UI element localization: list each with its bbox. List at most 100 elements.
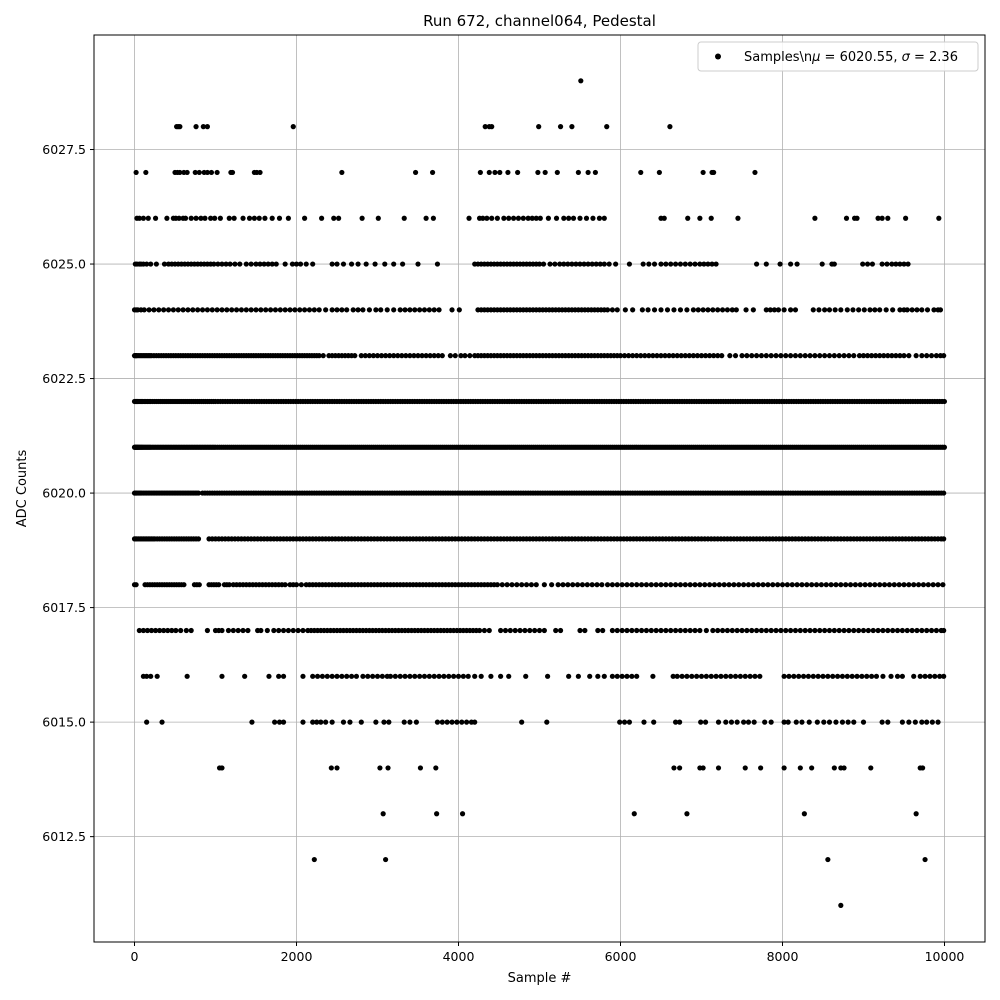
sample-point bbox=[711, 353, 717, 359]
sample-point bbox=[392, 673, 398, 679]
sample-point bbox=[360, 673, 366, 679]
sample-point bbox=[263, 307, 269, 313]
sample-point bbox=[885, 627, 891, 634]
sample-point bbox=[227, 261, 233, 267]
sample-point bbox=[175, 307, 181, 313]
sample-point bbox=[843, 582, 849, 588]
sample-point bbox=[553, 215, 560, 221]
sample-point bbox=[569, 261, 575, 267]
sample-point bbox=[927, 673, 933, 679]
sample-point bbox=[204, 627, 210, 634]
sample-point bbox=[161, 261, 168, 267]
sample-point bbox=[609, 627, 616, 634]
sample-point bbox=[431, 673, 437, 679]
sample-point bbox=[269, 261, 275, 267]
sample-point bbox=[851, 719, 857, 725]
legend: Samples\nμ = 6020.55, σ = 2.36 bbox=[697, 41, 979, 72]
sample-point bbox=[723, 673, 729, 679]
sample-point bbox=[585, 169, 591, 176]
sample-point bbox=[832, 307, 838, 313]
sample-point bbox=[604, 582, 611, 588]
sample-point bbox=[822, 627, 828, 634]
sample-point bbox=[839, 673, 846, 679]
sample-point bbox=[395, 353, 401, 359]
sample-point bbox=[577, 215, 583, 221]
sample-point bbox=[663, 627, 669, 634]
sample-point bbox=[590, 215, 596, 221]
sample-point bbox=[624, 582, 630, 588]
sample-point bbox=[822, 307, 828, 313]
sample-point bbox=[734, 719, 740, 725]
sample-point bbox=[545, 673, 551, 679]
sample-point bbox=[262, 215, 268, 221]
sample-point bbox=[419, 353, 425, 359]
sample-point bbox=[444, 719, 450, 725]
sample-point bbox=[624, 627, 630, 634]
sample-point bbox=[678, 353, 684, 359]
sample-point bbox=[557, 261, 563, 267]
sample-point bbox=[242, 673, 248, 679]
sample-point bbox=[692, 582, 698, 588]
sample-point bbox=[734, 627, 740, 634]
sample-point bbox=[812, 215, 818, 221]
sample-point bbox=[852, 582, 859, 588]
sample-point bbox=[347, 719, 353, 725]
sample-point bbox=[885, 353, 891, 359]
sample-point bbox=[229, 169, 236, 176]
sample-point bbox=[267, 307, 274, 313]
sample-point bbox=[557, 124, 564, 130]
sample-point bbox=[387, 673, 394, 679]
sample-point bbox=[831, 353, 837, 359]
sample-point bbox=[702, 582, 708, 588]
sample-point bbox=[793, 719, 799, 725]
sample-point bbox=[919, 307, 925, 313]
sample-point bbox=[690, 307, 697, 313]
sample-point bbox=[609, 673, 616, 679]
legend-label-part-sigma: = 2.36 bbox=[910, 50, 958, 65]
sample-point bbox=[219, 765, 225, 771]
sample-point bbox=[703, 673, 709, 679]
x-tick-label: 8000 bbox=[767, 949, 799, 964]
sample-point bbox=[906, 582, 912, 588]
sample-point bbox=[385, 765, 391, 771]
sample-point bbox=[504, 582, 510, 588]
sample-point bbox=[619, 627, 625, 634]
sample-point bbox=[523, 582, 530, 588]
sample-point bbox=[775, 307, 782, 313]
sample-point bbox=[407, 719, 413, 725]
sample-point bbox=[510, 215, 517, 221]
sample-point bbox=[801, 811, 807, 817]
sample-point bbox=[901, 261, 907, 267]
sample-point bbox=[860, 353, 867, 359]
sample-point bbox=[629, 673, 635, 679]
sample-point bbox=[682, 582, 688, 588]
sample-point bbox=[152, 627, 159, 634]
sample-point bbox=[517, 627, 523, 634]
sample-point bbox=[415, 261, 421, 267]
sample-point bbox=[707, 353, 713, 359]
sample-point bbox=[480, 215, 486, 221]
sample-point bbox=[578, 78, 584, 84]
sample-point bbox=[744, 353, 750, 359]
sample-point bbox=[170, 307, 176, 313]
sample-point bbox=[873, 673, 880, 679]
sample-point bbox=[788, 261, 794, 267]
sample-point bbox=[937, 673, 943, 679]
sample-point bbox=[899, 627, 905, 634]
sample-point bbox=[161, 307, 167, 313]
sample-point bbox=[256, 215, 262, 221]
sample-point bbox=[739, 353, 745, 359]
sample-point bbox=[544, 719, 550, 725]
sample-point bbox=[214, 307, 220, 313]
sample-point bbox=[925, 582, 931, 588]
sample-point bbox=[796, 673, 802, 679]
sample-point bbox=[401, 719, 407, 725]
sample-point bbox=[804, 582, 810, 588]
sample-point bbox=[329, 307, 335, 313]
sample-point bbox=[654, 353, 660, 359]
sample-point bbox=[417, 765, 424, 771]
sample-point bbox=[638, 353, 644, 359]
sample-point bbox=[258, 627, 264, 634]
sample-point bbox=[540, 261, 547, 267]
sample-point bbox=[919, 353, 925, 359]
